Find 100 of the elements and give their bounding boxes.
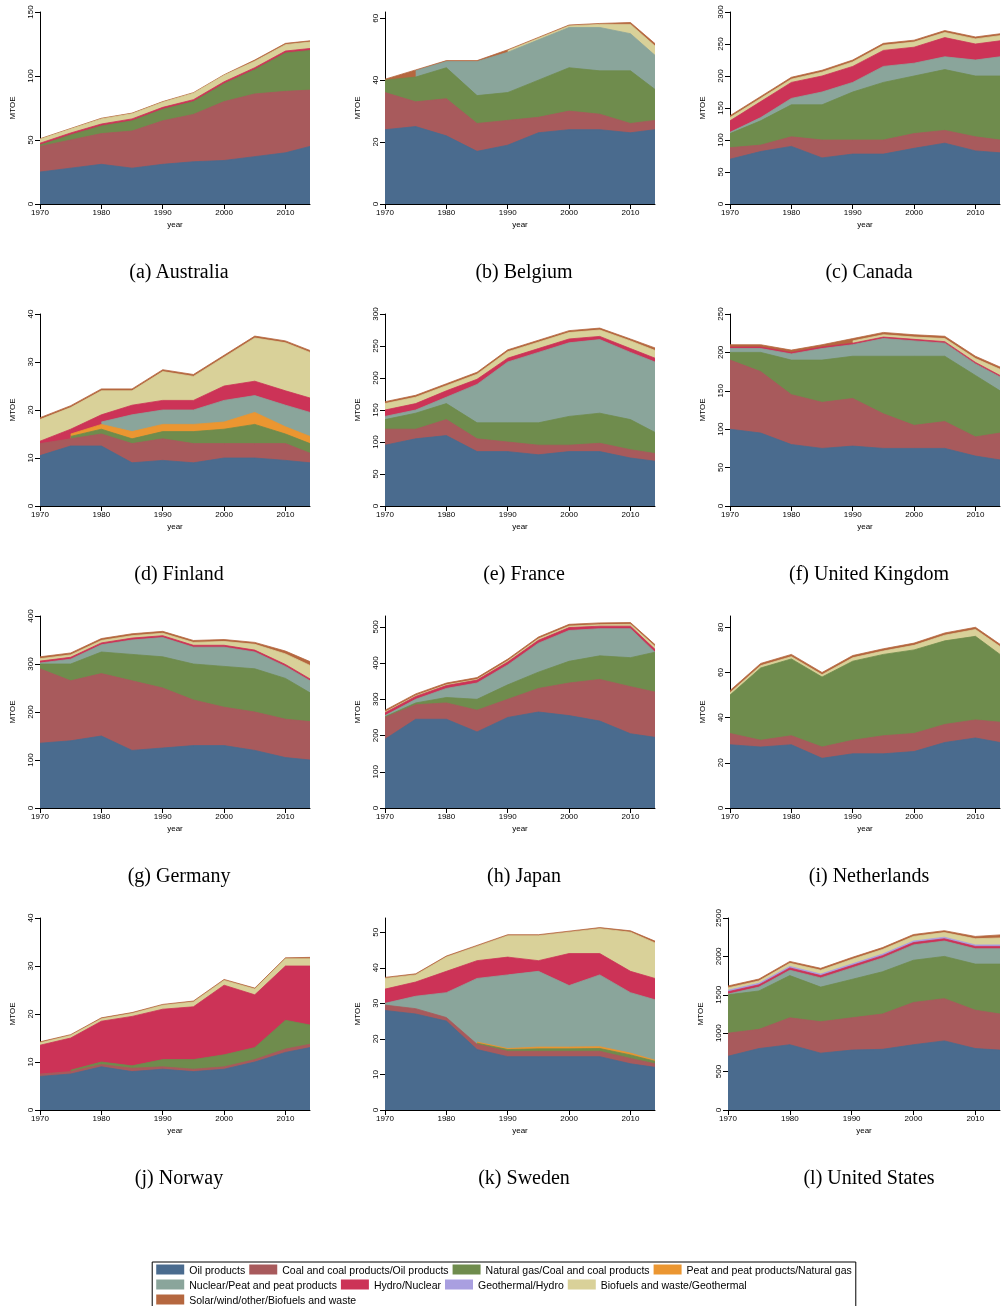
x-axis-title: year bbox=[857, 220, 874, 230]
y-tick-label: 0 bbox=[715, 503, 725, 509]
x-tick-label: 2010 bbox=[276, 1113, 295, 1123]
y-tick-label: 0 bbox=[715, 201, 725, 207]
x-tick-label: 1990 bbox=[498, 811, 518, 821]
x-tick-label: 2000 bbox=[904, 1113, 923, 1123]
x-tick-label: 2000 bbox=[215, 811, 234, 821]
y-tick-label: 250 bbox=[715, 306, 725, 321]
x-tick-label: 1990 bbox=[153, 1113, 173, 1123]
y-tick-label: 400 bbox=[25, 608, 35, 623]
x-tick-label: 1970 bbox=[376, 207, 395, 217]
x-axis-title: year bbox=[512, 1126, 529, 1136]
y-tick-label: 0 bbox=[370, 201, 380, 207]
x-tick-label: 1980 bbox=[782, 207, 801, 217]
y-tick-label: 50 bbox=[370, 469, 380, 479]
y-tick-label: 500 bbox=[370, 619, 380, 634]
y-tick-label: 1500 bbox=[713, 985, 723, 1004]
x-tick-label: 1990 bbox=[498, 509, 518, 519]
text: (f) United Kingdom bbox=[789, 562, 950, 585]
y-tick-label: 150 bbox=[715, 383, 725, 398]
x-tick-label: 2010 bbox=[966, 207, 985, 217]
text: (c) Canada bbox=[825, 260, 913, 283]
x-axis-title: year bbox=[856, 1125, 873, 1135]
y-tick-label: 20 bbox=[370, 137, 380, 147]
y-tick-label: 200 bbox=[715, 68, 725, 83]
y-tick-label: 100 bbox=[370, 434, 380, 449]
x-tick-label: 1990 bbox=[843, 509, 863, 519]
y-tick-label: 50 bbox=[370, 927, 380, 937]
x-tick-label: 1970 bbox=[31, 811, 50, 821]
x-tick-label: 2000 bbox=[560, 1113, 579, 1123]
y-tick-label: 0 bbox=[25, 503, 35, 509]
y-tick-label: 20 bbox=[25, 1009, 35, 1019]
x-tick-label: 1970 bbox=[31, 1113, 50, 1123]
x-axis-title: year bbox=[167, 1126, 184, 1136]
y-tick-label: 200 bbox=[715, 345, 725, 360]
text: (e) France bbox=[483, 562, 565, 585]
legend-label: Solar/wind/other/Biofuels and waste bbox=[189, 1293, 357, 1306]
y-tick-label: 40 bbox=[370, 962, 380, 973]
x-tick-label: 1980 bbox=[782, 509, 801, 519]
x-tick-label: 1980 bbox=[92, 509, 111, 519]
y-tick-label: 250 bbox=[370, 338, 380, 353]
y-tick-label: 0 bbox=[25, 1107, 35, 1113]
y-tick-label: 100 bbox=[25, 68, 35, 83]
legend-label: Peat and peat products/Natural gas bbox=[686, 1263, 852, 1276]
text: (a) Australia bbox=[129, 260, 229, 283]
x-tick-label: 2010 bbox=[966, 1113, 985, 1123]
x-tick-label: 1990 bbox=[498, 1113, 518, 1123]
text: (d) Finland bbox=[134, 562, 224, 585]
x-tick-label: 1990 bbox=[153, 207, 173, 217]
y-tick-label: 50 bbox=[25, 135, 35, 145]
legend-label: Nuclear/Peat and peat products bbox=[189, 1278, 337, 1291]
y-axis-title: MTOE bbox=[697, 398, 707, 422]
legend-label: Geothermal/Hydro bbox=[478, 1278, 564, 1291]
y-tick-label: 0 bbox=[370, 1107, 380, 1113]
y-tick-label: 10 bbox=[25, 1057, 35, 1067]
x-tick-label: 2000 bbox=[560, 207, 579, 217]
x-tick-label: 1970 bbox=[719, 1113, 738, 1123]
x-axis-title: year bbox=[857, 522, 874, 532]
x-axis-title: year bbox=[512, 824, 529, 834]
x-tick-label: 2000 bbox=[215, 207, 234, 217]
y-tick-label: 0 bbox=[715, 805, 725, 811]
y-tick-label: 40 bbox=[25, 309, 35, 319]
y-tick-label: 100 bbox=[370, 764, 380, 779]
x-tick-label: 2000 bbox=[215, 1113, 234, 1123]
x-tick-label: 2010 bbox=[621, 811, 640, 821]
y-axis-title: MTOE bbox=[352, 700, 362, 724]
x-tick-label: 1970 bbox=[376, 1113, 395, 1123]
x-tick-label: 2010 bbox=[276, 207, 295, 217]
y-axis-title: MTOE bbox=[697, 96, 707, 120]
x-tick-label: 1980 bbox=[437, 811, 456, 821]
x-tick-label: 1980 bbox=[92, 811, 111, 821]
y-tick-label: 60 bbox=[715, 667, 725, 677]
text: (h) Japan bbox=[487, 864, 561, 887]
y-tick-label: 0 bbox=[713, 1107, 723, 1113]
x-tick-label: 2010 bbox=[621, 1113, 640, 1123]
x-tick-label: 2000 bbox=[905, 811, 924, 821]
y-tick-label: 1000 bbox=[713, 1023, 723, 1043]
text: (k) Sweden bbox=[478, 1166, 570, 1189]
y-tick-label: 200 bbox=[370, 370, 380, 385]
x-tick-label: 1970 bbox=[31, 509, 50, 519]
y-axis-title: MTOE bbox=[695, 1002, 705, 1026]
x-tick-label: 2000 bbox=[905, 207, 924, 217]
x-tick-label: 1980 bbox=[780, 1113, 800, 1123]
y-tick-label: 30 bbox=[25, 357, 35, 367]
x-tick-label: 1970 bbox=[721, 207, 740, 217]
x-tick-label: 2000 bbox=[560, 509, 579, 519]
x-axis-title: year bbox=[167, 220, 184, 230]
x-axis-title: year bbox=[857, 824, 874, 834]
legend-label: Coal and coal products/Oil products bbox=[282, 1263, 449, 1276]
y-tick-label: 200 bbox=[25, 704, 35, 719]
y-tick-label: 400 bbox=[370, 655, 380, 670]
y-tick-label: 0 bbox=[25, 805, 35, 811]
y-axis-title: MTOE bbox=[7, 700, 17, 724]
x-tick-label: 1990 bbox=[498, 207, 518, 217]
x-tick-label: 1970 bbox=[376, 811, 395, 821]
y-tick-label: 40 bbox=[370, 75, 380, 85]
y-axis-title: MTOE bbox=[697, 700, 707, 724]
x-tick-label: 1980 bbox=[437, 509, 456, 519]
x-tick-label: 1990 bbox=[153, 509, 173, 519]
x-tick-label: 2010 bbox=[276, 811, 295, 821]
